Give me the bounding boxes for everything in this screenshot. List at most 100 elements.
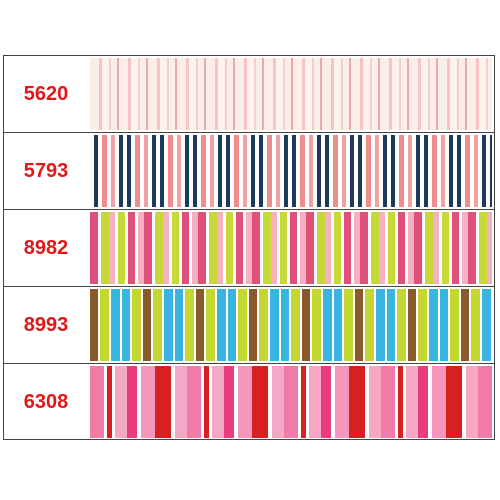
- stripe: [462, 212, 468, 284]
- stripe: [122, 289, 130, 361]
- stripe: [164, 289, 173, 361]
- stripe: [363, 58, 370, 130]
- stripe: [169, 212, 172, 284]
- stripe: [182, 212, 189, 284]
- stripe: [342, 135, 346, 207]
- stripe: [140, 58, 146, 130]
- stripe: [247, 289, 249, 361]
- stripe: [436, 58, 438, 130]
- stripe: [462, 366, 466, 438]
- stripe: [131, 58, 138, 130]
- swatch-row: 8982: [4, 210, 494, 287]
- stripe: [300, 212, 306, 284]
- stripe: [164, 135, 168, 207]
- stripe: [128, 212, 135, 284]
- stripe: [301, 366, 306, 438]
- stripe: [398, 366, 403, 438]
- stripe: [218, 135, 222, 207]
- stripe: [251, 135, 255, 207]
- stripe: [457, 58, 459, 130]
- stripe: [424, 135, 428, 207]
- stripe: [322, 58, 331, 130]
- stripe: [365, 366, 369, 438]
- stripe: [467, 58, 476, 130]
- stripe: [244, 58, 247, 130]
- stripe: [321, 289, 323, 361]
- stripe: [249, 289, 257, 361]
- stripe: [163, 212, 169, 284]
- stripe: [201, 135, 206, 207]
- stripe: [387, 135, 391, 207]
- stripe: [252, 212, 260, 284]
- stripe: [186, 58, 189, 130]
- stripe: [118, 212, 125, 284]
- stripe: [302, 58, 305, 130]
- stripe: [450, 58, 457, 130]
- stripe: [310, 289, 312, 361]
- stripe: [479, 212, 487, 284]
- stripe: [247, 135, 251, 207]
- stripe: [438, 58, 447, 130]
- stripe: [283, 58, 285, 130]
- stripe: [117, 58, 119, 130]
- stripe: [99, 58, 102, 130]
- stripe: [395, 366, 398, 438]
- stripe: [457, 135, 461, 207]
- stripe: [111, 135, 115, 207]
- stripe: [432, 135, 437, 207]
- stripe: [223, 212, 226, 284]
- stripe: [379, 212, 385, 284]
- stripe: [168, 135, 173, 207]
- stripe: [137, 366, 141, 438]
- stripe: [334, 289, 342, 361]
- stripe: [408, 289, 416, 361]
- stripe: [391, 135, 395, 207]
- stripe: [418, 58, 421, 130]
- stripe: [128, 58, 131, 130]
- stripe: [404, 135, 408, 207]
- swatch-code: 5620: [23, 83, 69, 105]
- stripe: [341, 212, 344, 284]
- stripe: [167, 58, 169, 130]
- ribbon: [90, 366, 492, 438]
- stripe: [305, 135, 309, 207]
- stripe: [392, 58, 399, 130]
- stripe: [302, 289, 310, 361]
- stripe: [381, 366, 395, 438]
- stripe: [198, 212, 206, 284]
- stripe: [416, 135, 420, 207]
- stripe: [157, 58, 160, 130]
- stripe: [115, 212, 118, 284]
- stripe: [368, 212, 371, 284]
- stripe: [144, 212, 152, 284]
- stripe: [217, 289, 226, 361]
- stripe: [459, 289, 461, 361]
- stripe: [257, 289, 259, 361]
- stripe: [233, 58, 235, 130]
- stripe: [90, 135, 94, 207]
- stripe: [226, 212, 233, 284]
- stripe: [409, 58, 418, 130]
- stripe: [252, 366, 268, 438]
- stripe: [226, 289, 228, 361]
- stripe: [338, 135, 342, 207]
- stripe: [490, 135, 492, 207]
- stripe: [487, 212, 492, 284]
- stripe: [148, 135, 152, 207]
- stripe: [120, 289, 122, 361]
- stripe: [259, 289, 268, 361]
- stripe: [314, 212, 317, 284]
- stripe: [371, 212, 379, 284]
- stripe: [162, 289, 164, 361]
- stripe: [107, 366, 112, 438]
- stripe: [264, 58, 273, 130]
- stripe: [291, 289, 300, 361]
- stripe: [90, 58, 99, 130]
- stripe: [197, 135, 201, 207]
- stripe: [380, 58, 389, 130]
- stripe: [422, 212, 425, 284]
- stripe: [215, 289, 217, 361]
- stripe: [227, 58, 233, 130]
- stripe: [138, 212, 144, 284]
- stripe: [469, 289, 471, 361]
